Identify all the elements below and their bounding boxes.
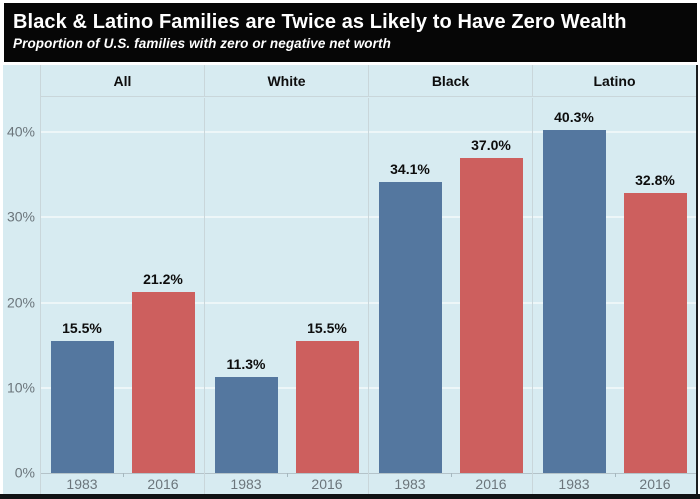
x-label-group-black: 1983 2016 bbox=[368, 473, 532, 494]
chart-title: Black & Latino Families are Twice as Lik… bbox=[13, 11, 627, 33]
bar-2016-latino: 32.8% bbox=[623, 172, 687, 473]
x-axis-tick bbox=[450, 473, 452, 477]
y-tick-label: 20% bbox=[6, 293, 35, 310]
column-header-all: All bbox=[113, 72, 132, 89]
bar-1983-latino: 40.3% bbox=[542, 109, 606, 473]
x-label-group-all: 1983 2016 bbox=[41, 473, 204, 494]
plot-area: 15.5% 21.2% 11.3% 15.5% 34.1% 37.0% 40.3% 32.8% bbox=[41, 98, 696, 474]
bottom-border bbox=[0, 494, 700, 499]
chart-column-all: 15.5% 21.2% bbox=[41, 98, 204, 473]
column-header-white: White bbox=[204, 65, 368, 96]
x-tick-label: 2016 bbox=[147, 475, 179, 492]
y-axis: 0% 10% 20% 30% 40% bbox=[3, 98, 37, 480]
bar-value-label: 15.5% bbox=[62, 319, 102, 336]
bar-1983-white: 11.3% bbox=[214, 356, 278, 473]
bar-2016-black: 37.0% bbox=[459, 137, 523, 473]
x-tick-label: 1983 bbox=[394, 475, 426, 492]
x-axis-tick bbox=[614, 473, 616, 477]
column-header-black: Black bbox=[368, 65, 532, 96]
x-tick-label: 2016 bbox=[311, 475, 343, 492]
column-header-latino: Latino bbox=[532, 65, 696, 96]
x-tick-label: 1983 bbox=[66, 475, 98, 492]
bar-value-label: 15.5% bbox=[307, 319, 347, 336]
chart-column-black: 34.1% 37.0% bbox=[368, 98, 532, 473]
y-axis-line bbox=[40, 65, 41, 494]
x-axis-labels: 1983 2016 1983 2016 1983 2016 1983 2016 bbox=[41, 473, 696, 494]
column-headers: All White Black Latino bbox=[41, 65, 696, 97]
bar-value-label: 40.3% bbox=[554, 108, 594, 125]
chart-subtitle: Proportion of U.S. families with zero or… bbox=[13, 36, 391, 51]
x-tick-label: 2016 bbox=[475, 475, 507, 492]
bar-1983-black: 34.1% bbox=[378, 161, 442, 473]
chart-title-block: Black & Latino Families are Twice as Lik… bbox=[4, 3, 697, 62]
chart-column-white: 11.3% 15.5% bbox=[204, 98, 368, 473]
bar-value-label: 11.3% bbox=[226, 355, 266, 372]
x-label-group-white: 1983 2016 bbox=[204, 473, 368, 494]
bar-value-label: 37.0% bbox=[471, 136, 511, 153]
x-axis-tick bbox=[286, 473, 288, 477]
x-axis-tick bbox=[122, 473, 124, 477]
chart-column-latino: 40.3% 32.8% bbox=[532, 98, 696, 473]
x-tick-label: 1983 bbox=[230, 475, 262, 492]
y-tick-label: 0% bbox=[14, 464, 35, 481]
bar-value-label: 21.2% bbox=[143, 271, 183, 288]
bar-1983-all: 15.5% bbox=[50, 320, 114, 473]
y-tick-label: 10% bbox=[6, 379, 35, 396]
bar-columns: 15.5% 21.2% 11.3% 15.5% 34.1% 37.0% 40.3% 32.8% bbox=[41, 98, 696, 473]
chart-panel: All White Black Latino 0% 10% 20% 30% 40% 15.5%… bbox=[3, 65, 698, 494]
y-tick-label: 40% bbox=[6, 123, 35, 140]
x-tick-label: 2016 bbox=[639, 475, 671, 492]
x-label-group-latino: 1983 2016 bbox=[532, 473, 696, 494]
bar-2016-white: 15.5% bbox=[295, 320, 359, 473]
bar-2016-all: 21.2% bbox=[131, 271, 195, 473]
y-tick-label: 30% bbox=[6, 208, 35, 225]
bar-value-label: 34.1% bbox=[390, 161, 430, 178]
bar-value-label: 32.8% bbox=[635, 172, 675, 189]
x-tick-label: 1983 bbox=[558, 475, 590, 492]
